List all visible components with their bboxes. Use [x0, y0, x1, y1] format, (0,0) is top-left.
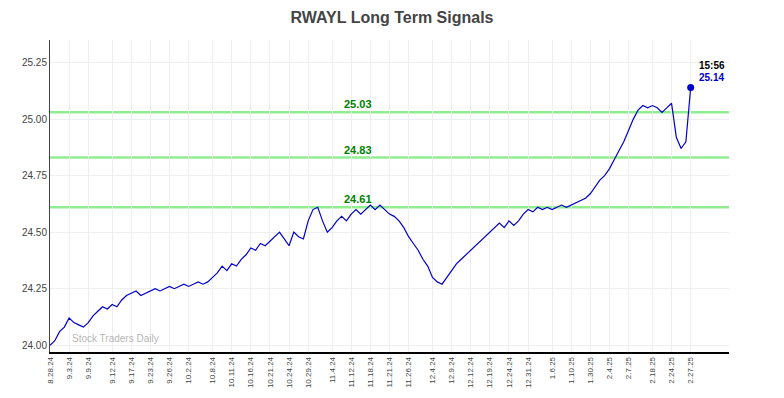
svg-text:11.12.24: 11.12.24 [347, 356, 356, 387]
svg-text:24.61: 24.61 [344, 193, 372, 205]
svg-text:8.28.24: 8.28.24 [46, 356, 55, 383]
svg-text:10.11.24: 10.11.24 [227, 356, 236, 387]
svg-text:RWAYL Long Term Signals: RWAYL Long Term Signals [291, 9, 494, 26]
svg-text:2.24.25: 2.24.25 [667, 356, 676, 383]
svg-text:25.00: 25.00 [22, 114, 47, 125]
svg-text:24.00: 24.00 [22, 340, 47, 351]
svg-text:9.17.24: 9.17.24 [127, 356, 136, 383]
svg-text:11.21.24: 11.21.24 [385, 356, 394, 387]
svg-text:9.3.24: 9.3.24 [65, 356, 74, 379]
svg-text:11.26.24: 11.26.24 [404, 356, 413, 387]
svg-text:Stock Traders Daily: Stock Traders Daily [72, 333, 159, 344]
svg-text:25.03: 25.03 [344, 98, 372, 110]
svg-text:2.4.25: 2.4.25 [605, 356, 614, 379]
svg-text:24.83: 24.83 [344, 144, 372, 156]
svg-text:25.25: 25.25 [22, 57, 47, 68]
svg-text:1.6.25: 1.6.25 [548, 356, 557, 379]
svg-text:10.8.24: 10.8.24 [208, 356, 217, 383]
svg-text:9.26.24: 9.26.24 [165, 356, 174, 383]
svg-text:10.29.24: 10.29.24 [304, 356, 313, 388]
svg-text:10.21.24: 10.21.24 [266, 356, 275, 388]
svg-text:12.4.24: 12.4.24 [428, 356, 437, 383]
svg-text:2.7.25: 2.7.25 [624, 356, 633, 379]
svg-text:12.12.24: 12.12.24 [466, 356, 475, 388]
svg-text:12.31.24: 12.31.24 [524, 356, 533, 388]
svg-text:12.9.24: 12.9.24 [447, 356, 456, 383]
svg-text:12.24.24: 12.24.24 [505, 356, 514, 388]
svg-text:12.19.24: 12.19.24 [485, 356, 494, 388]
svg-text:10.2.24: 10.2.24 [184, 356, 193, 383]
svg-text:10.24.24: 10.24.24 [285, 356, 294, 388]
svg-text:25.14: 25.14 [699, 72, 724, 83]
svg-text:24.25: 24.25 [22, 283, 47, 294]
svg-text:9.9.24: 9.9.24 [84, 356, 93, 379]
svg-text:11.4.24: 11.4.24 [328, 356, 337, 383]
svg-text:15:56: 15:56 [699, 60, 725, 71]
svg-text:2.27.25: 2.27.25 [686, 356, 695, 383]
svg-text:10.16.24: 10.16.24 [246, 356, 255, 388]
svg-text:1.10.25: 1.10.25 [567, 356, 576, 383]
svg-text:9.12.24: 9.12.24 [108, 356, 117, 383]
svg-text:9.23.24: 9.23.24 [146, 356, 155, 383]
svg-text:24.75: 24.75 [22, 170, 47, 181]
svg-text:24.50: 24.50 [22, 227, 47, 238]
svg-text:11.18.24: 11.18.24 [366, 356, 375, 387]
svg-text:1.30.25: 1.30.25 [586, 356, 595, 383]
svg-text:2.18.25: 2.18.25 [648, 356, 657, 383]
